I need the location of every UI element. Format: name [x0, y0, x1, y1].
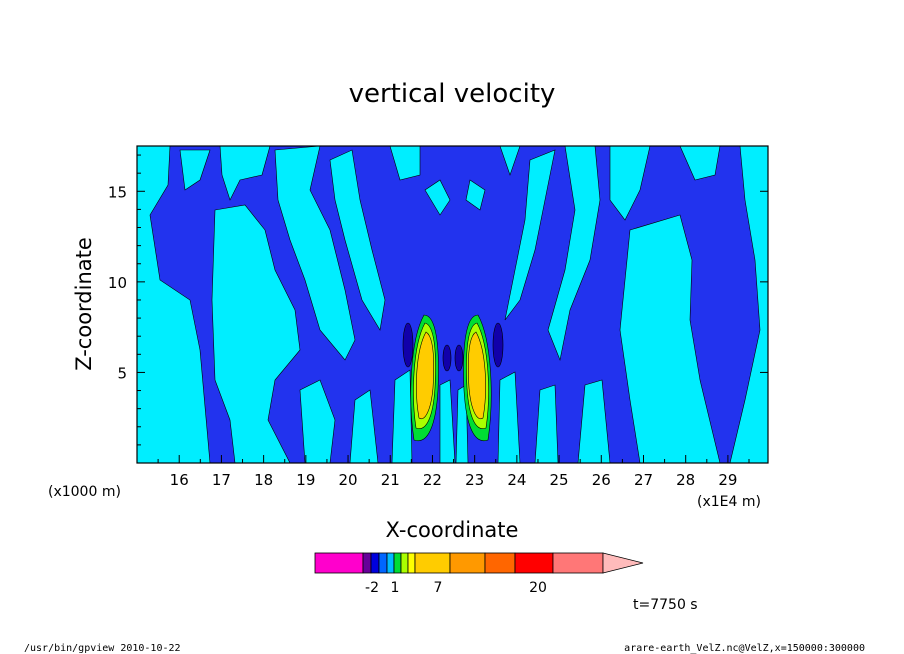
colorbar-segment	[449, 552, 486, 574]
colorbar-labels: -2 1 7 20	[365, 580, 547, 596]
colorbar-segment	[314, 552, 364, 574]
y-tick-label: 5	[117, 364, 127, 382]
colorbar	[314, 552, 644, 574]
colorbar-segment	[514, 552, 554, 574]
colorbar-segment	[484, 552, 516, 574]
x-axis-label: X-coordinate	[386, 518, 519, 542]
colorbar-segment	[552, 552, 604, 574]
colorbar-segment	[370, 552, 380, 574]
updraft-left	[410, 314, 439, 442]
colorbar-label-7: 7	[434, 580, 443, 596]
colorbar-extension-arrow	[602, 552, 644, 574]
x-tick-label: 18	[254, 471, 273, 489]
footer-right: arare-earth_VelZ.nc@VelZ,x=150000:300000	[624, 643, 865, 654]
x-tick-label: 29	[718, 471, 737, 489]
plot-frame	[136, 145, 769, 464]
x-tick-label: 20	[338, 471, 357, 489]
contour-field	[137, 146, 768, 463]
weak-positive-regions	[137, 146, 768, 463]
colorbar-label-1: 1	[391, 580, 400, 596]
y-axis: 5 10 15	[108, 154, 768, 446]
y-tick-label: 10	[108, 274, 127, 292]
x-tick-label: 27	[634, 471, 653, 489]
colorbar-label-neg2: -2	[365, 580, 379, 596]
x-tick-label: 16	[170, 471, 189, 489]
x-tick-label: 17	[212, 471, 231, 489]
time-label: t=7750 s	[633, 597, 698, 613]
colorbar-segment	[400, 552, 409, 574]
x-unit-left: (x1000 m)	[48, 484, 121, 500]
colorbar-segment	[407, 552, 416, 574]
colorbar-segment	[414, 552, 451, 574]
x-tick-label: 23	[465, 471, 484, 489]
colorbar-segment	[386, 552, 395, 574]
y-axis-label: Z-coordinate	[72, 237, 96, 371]
x-tick-label: 25	[550, 471, 569, 489]
x-tick-label: 26	[592, 471, 611, 489]
colorbar-segment	[393, 552, 402, 574]
x-tick-label: 28	[676, 471, 695, 489]
chart-title: vertical velocity	[349, 79, 556, 109]
colorbar-segment	[378, 552, 388, 574]
x-tick-label: 24	[507, 471, 526, 489]
updraft-right	[463, 314, 492, 442]
y-tick-label: 15	[108, 183, 127, 201]
colorbar-segment	[362, 552, 372, 574]
x-unit-right: (x1E4 m)	[697, 494, 761, 510]
negative-regions	[402, 322, 504, 372]
x-tick-label: 22	[423, 471, 442, 489]
x-tick-label: 19	[296, 471, 315, 489]
x-tick-label: 21	[381, 471, 400, 489]
x-axis: 16 17 18 19 20 21 22 23 24 25 26 27 28 29	[157, 455, 750, 489]
footer-left: /usr/bin/gpview 2010-10-22	[24, 643, 181, 654]
colorbar-label-20: 20	[529, 580, 547, 596]
